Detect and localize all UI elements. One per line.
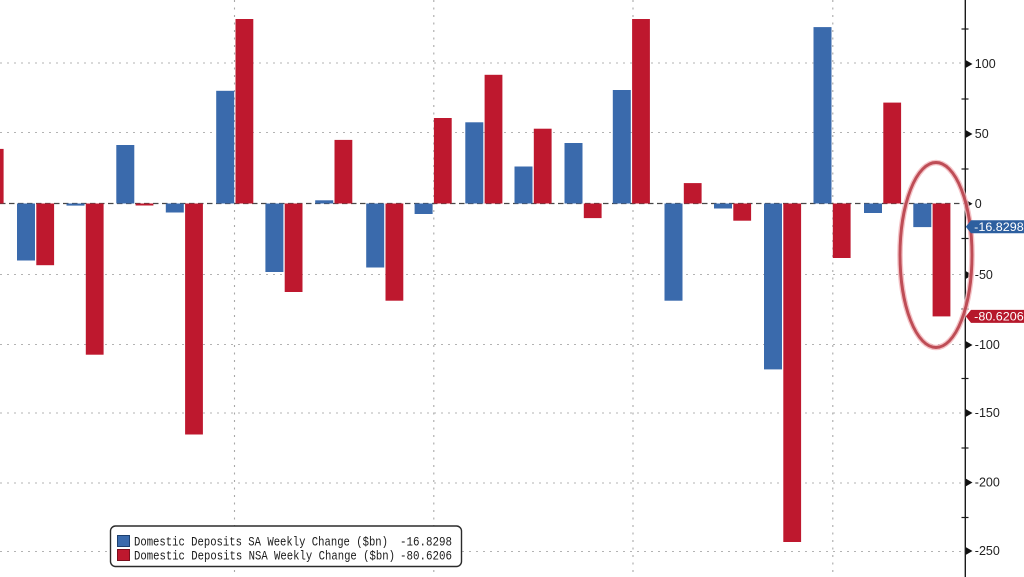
svg-text:-150: -150 bbox=[975, 406, 1000, 420]
svg-text:-200: -200 bbox=[975, 476, 1000, 490]
svg-text:Domestic Deposits NSA Weekly C: Domestic Deposits NSA Weekly Change ($bn… bbox=[134, 550, 395, 564]
svg-text:-80.6206: -80.6206 bbox=[400, 550, 452, 564]
svg-text:-16.8298: -16.8298 bbox=[400, 536, 452, 550]
svg-text:0: 0 bbox=[975, 197, 982, 211]
svg-text:-80.6206: -80.6206 bbox=[974, 311, 1024, 324]
svg-text:Domestic Deposits SA Weekly Ch: Domestic Deposits SA Weekly Change ($bn) bbox=[134, 536, 388, 550]
svg-text:-50: -50 bbox=[975, 268, 993, 282]
svg-text:100: 100 bbox=[975, 57, 996, 71]
svg-text:-100: -100 bbox=[975, 338, 1000, 352]
svg-text:50: 50 bbox=[975, 127, 989, 141]
svg-text:-250: -250 bbox=[975, 544, 1000, 558]
svg-text:-16.8298: -16.8298 bbox=[974, 221, 1024, 234]
